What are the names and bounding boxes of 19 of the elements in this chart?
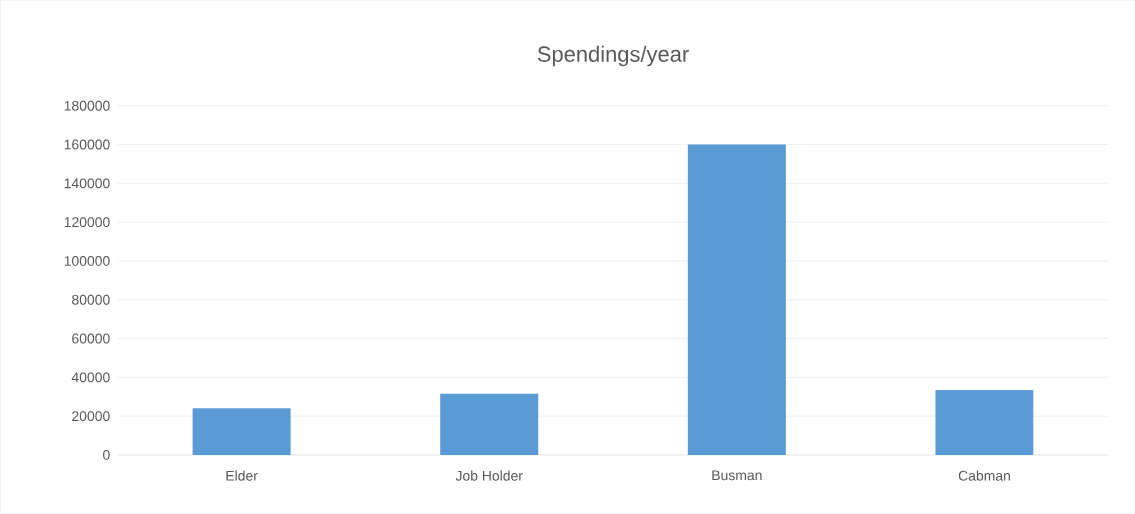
y-tick-label: 100000 (64, 256, 110, 267)
bar (935, 390, 1034, 456)
chart-title: Spendings/year (537, 45, 689, 67)
bar (687, 144, 786, 456)
bar (440, 393, 539, 456)
y-tick-label: 20000 (72, 411, 110, 422)
y-tick-label: 60000 (72, 333, 110, 344)
y-tick-label: 120000 (64, 217, 110, 228)
y-tick-label: 180000 (64, 100, 110, 111)
bar (192, 408, 291, 456)
x-tick-label: Elder (226, 470, 258, 481)
x-tick-label: Busman (712, 470, 762, 481)
y-tick-label: 160000 (64, 139, 110, 150)
y-tick-label: 140000 (64, 178, 110, 189)
y-tick-label: 0 (103, 450, 110, 461)
y-tick-label: 80000 (72, 294, 110, 305)
x-tick-label: Cabman (958, 470, 1010, 481)
x-tick-label: Job Holder (455, 470, 523, 481)
y-tick-label: 40000 (71, 372, 110, 383)
